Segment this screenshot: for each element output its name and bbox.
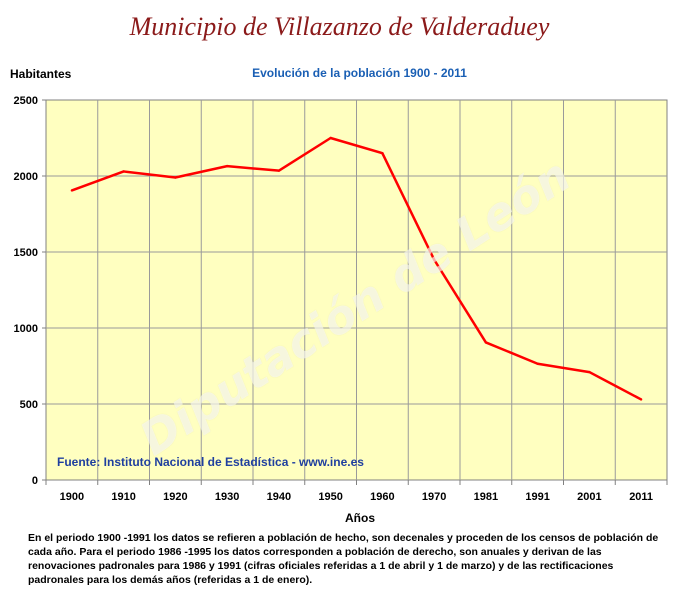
x-tick-label: 2011 bbox=[629, 491, 653, 503]
data-point bbox=[277, 169, 281, 172]
x-tick-label: 1920 bbox=[163, 491, 187, 503]
series-lines bbox=[70, 136, 643, 401]
data-point bbox=[174, 176, 177, 179]
x-axis-ticks: 1900 1910 1920 1930 1940 1950 1960 1970 1981 1991… bbox=[45, 480, 668, 503]
source-credit: Fuente: Instituto Nacional de Estadístic… bbox=[57, 455, 364, 469]
page-title: Municipio de Villazanzo de Valderaduey bbox=[129, 12, 550, 41]
series-line bbox=[71, 136, 642, 401]
x-tick-label: 1900 bbox=[60, 491, 84, 503]
y-tick-label: 0 bbox=[32, 475, 38, 487]
data-point bbox=[588, 370, 591, 374]
data-point bbox=[329, 136, 332, 140]
y-axis-ticks: 0 500 1000 1500 2000 2500 bbox=[14, 95, 46, 487]
y-tick-label: 1000 bbox=[14, 323, 38, 335]
x-tick-label: 1960 bbox=[370, 491, 394, 503]
y-tick-label: 2000 bbox=[14, 171, 38, 183]
x-tick-label: 1981 bbox=[474, 491, 498, 503]
x-tick-label: 1940 bbox=[267, 491, 291, 503]
chart-title: Evolución de la población 1900 - 2011 bbox=[252, 66, 467, 80]
x-tick-label: 1991 bbox=[525, 491, 549, 503]
y-tick-label: 2500 bbox=[14, 95, 38, 107]
x-tick-label: 1970 bbox=[422, 491, 446, 503]
x-tick-label: 1930 bbox=[215, 491, 239, 503]
data-point bbox=[536, 362, 539, 365]
y-axis-label: Habitantes bbox=[10, 67, 72, 81]
data-point bbox=[225, 164, 229, 168]
y-tick-label: 500 bbox=[20, 399, 38, 411]
footnote: En el periodo 1900 -1991 los datos se re… bbox=[28, 532, 659, 586]
data-point bbox=[122, 170, 125, 173]
x-tick-label: 1910 bbox=[111, 491, 135, 503]
x-tick-label: 1950 bbox=[318, 491, 342, 503]
grid-lines bbox=[46, 100, 667, 480]
data-point bbox=[70, 189, 74, 192]
data-point bbox=[484, 341, 488, 344]
y-tick-label: 1500 bbox=[14, 247, 38, 259]
x-tick-label: 2001 bbox=[577, 491, 601, 503]
x-axis-label: Años bbox=[345, 511, 375, 525]
data-point bbox=[381, 152, 384, 155]
data-point bbox=[639, 398, 643, 401]
data-point bbox=[432, 258, 436, 261]
